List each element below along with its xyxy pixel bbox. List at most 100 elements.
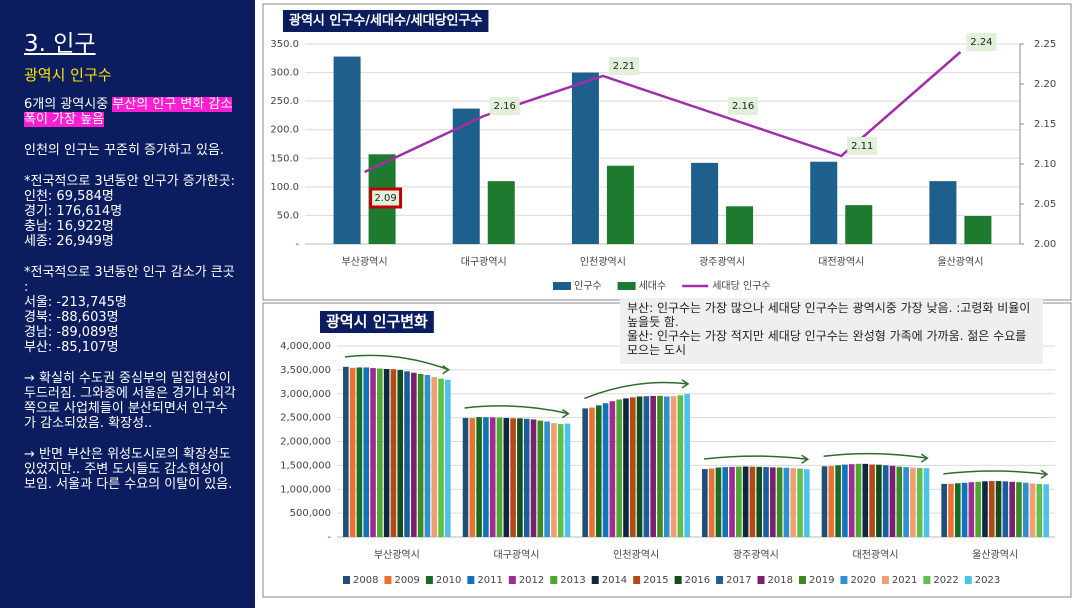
y-tick-label: - [327, 532, 331, 543]
y-tick-label: 150.0 [270, 153, 299, 164]
arrow-head [442, 365, 451, 375]
bar [564, 423, 571, 537]
bar [411, 372, 417, 537]
legend-label: 2014 [602, 575, 627, 586]
charts: 광역시 인구수/세대수/세대당인구수 - 50.0 100.0 150.0 200.0 25… [262, 3, 1072, 598]
trend-arrow [943, 470, 1048, 476]
label-box [728, 97, 759, 115]
bar [489, 417, 496, 537]
legend-label: 2018 [768, 575, 793, 586]
y-tick-label: 4,000,000 [280, 341, 331, 352]
y-tick-label: 250.0 [270, 96, 299, 107]
bar [916, 467, 923, 537]
data-label: 2.16 [732, 101, 754, 112]
bar [702, 469, 708, 537]
label-box [489, 97, 520, 115]
bar [756, 466, 763, 537]
y2-tick-label: 2.20 [1034, 79, 1056, 90]
bar [848, 464, 855, 537]
x-tick-label: 인천광역시 [613, 549, 659, 561]
legend-label: 2015 [643, 575, 668, 586]
bar [968, 482, 975, 537]
x-tick-label: 인천광역시 [580, 256, 626, 268]
x-tick-label: 대구광역시 [494, 549, 540, 561]
heading: *전국적으로 3년동안 인구가 증가한곳: [24, 174, 235, 189]
arrow-head [561, 408, 570, 419]
y2-tick-label: 2.15 [1034, 119, 1056, 130]
y-tick-label: 350.0 [270, 39, 299, 50]
legend-label: 인구수 [574, 280, 602, 292]
bar [636, 396, 643, 537]
bar [1009, 481, 1015, 537]
trend-arrow [344, 354, 449, 371]
annotation-text: 부산: 인구수는 가장 많으나 세대당 인구수는 광역시중 가장 낮음. :고령… [627, 301, 1030, 329]
bar [503, 417, 510, 537]
bar [445, 379, 451, 537]
bar [383, 368, 390, 537]
bar [821, 466, 828, 537]
y-tick-label: - [295, 239, 299, 250]
bar [404, 371, 410, 537]
bar [828, 466, 835, 537]
bar [390, 369, 397, 537]
legend-swatch [550, 576, 558, 584]
legend-label: 2010 [436, 575, 461, 586]
bar [663, 396, 670, 537]
bar [356, 367, 363, 537]
bar [438, 378, 444, 537]
bar [424, 375, 431, 537]
bar [684, 393, 690, 537]
legend-swatch [881, 576, 889, 584]
bar [571, 72, 599, 244]
legend-label: 2020 [850, 575, 875, 586]
annotation-box [620, 298, 1043, 364]
legend-label: 세대당 인구수 [712, 280, 770, 292]
bar [896, 466, 903, 537]
bar [629, 397, 636, 537]
bar [609, 401, 616, 537]
bar [835, 465, 841, 537]
bar [948, 483, 954, 537]
bar [929, 181, 957, 244]
bar [708, 468, 715, 537]
bar [483, 417, 489, 537]
bar [1002, 481, 1009, 537]
bar [722, 467, 729, 537]
bar [889, 465, 896, 537]
legend-label: 2011 [477, 575, 502, 586]
bar [742, 466, 749, 537]
bar [370, 368, 376, 537]
title-box [283, 10, 489, 32]
bar [530, 419, 537, 537]
title-box [320, 311, 434, 333]
data-label: 2.11 [851, 141, 873, 152]
label-box [369, 187, 403, 209]
panel [262, 3, 1072, 301]
bar [715, 467, 722, 537]
decrease: *전국적으로 3년동안 인구 감소가 큰곳 : 서울: -213,745명 경북: … [24, 265, 237, 355]
bar [551, 423, 557, 537]
bar [452, 108, 480, 244]
legend-swatch [384, 576, 392, 584]
bar [1029, 483, 1036, 537]
bar [876, 464, 882, 537]
chart-title: 광역시 인구변화 [326, 313, 428, 331]
item: 경기: 176,614명 [24, 204, 123, 219]
bar [726, 206, 754, 244]
x-tick-label: 대전광역시 [818, 256, 864, 268]
legend-swatch [674, 576, 682, 584]
legend-label: 2023 [975, 575, 1000, 586]
bar [517, 418, 523, 537]
legend-swatch [508, 576, 516, 584]
x-tick-label: 광주광역시 [733, 549, 779, 561]
legend-swatch [840, 576, 848, 584]
bar [657, 395, 663, 537]
bar [670, 396, 677, 537]
bar [487, 181, 515, 244]
bar [995, 481, 1002, 537]
bar [397, 369, 404, 537]
bar [961, 482, 968, 537]
legend-label: 2013 [560, 575, 585, 586]
y-tick-label: 500,000 [290, 508, 331, 519]
